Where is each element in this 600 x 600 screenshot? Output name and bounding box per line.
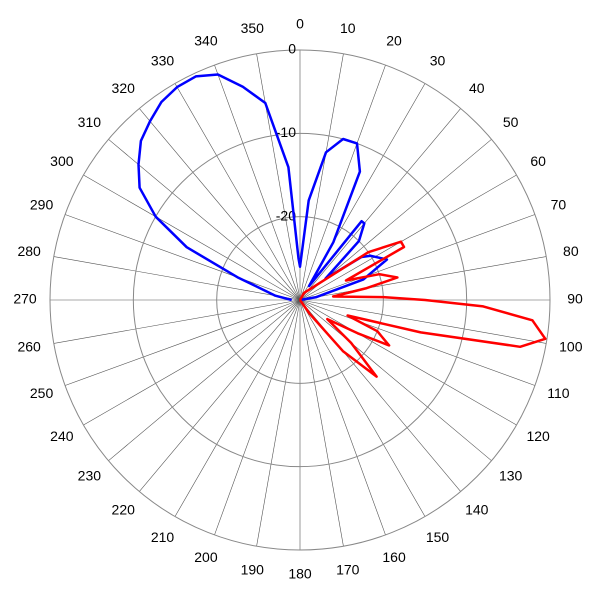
theta-tick-label: 220 xyxy=(112,501,136,517)
theta-tick-label: 90 xyxy=(567,291,583,307)
theta-tick-label: 280 xyxy=(17,243,41,259)
spoke xyxy=(108,299,301,461)
theta-tick-label: 10 xyxy=(340,20,356,36)
theta-tick-label: 240 xyxy=(50,428,74,444)
r-tick-label: 0 xyxy=(288,41,296,57)
theta-tick-label: 250 xyxy=(30,385,54,401)
spoke xyxy=(299,256,547,301)
spoke xyxy=(299,214,536,301)
spoke xyxy=(53,299,301,344)
spoke xyxy=(256,299,301,547)
theta-tick-label: 200 xyxy=(194,549,218,565)
spoke xyxy=(299,299,536,386)
spoke xyxy=(174,299,301,517)
theta-tick-label: 290 xyxy=(30,197,54,213)
theta-tick-label: 190 xyxy=(241,562,265,578)
spoke xyxy=(299,299,492,461)
theta-tick-label: 60 xyxy=(530,153,546,169)
theta-tick-label: 130 xyxy=(499,467,523,483)
spoke xyxy=(64,299,301,386)
spoke xyxy=(299,299,386,536)
theta-tick-label: 270 xyxy=(13,291,37,307)
spoke xyxy=(214,64,301,301)
spoke xyxy=(299,174,517,301)
theta-tick-label: 140 xyxy=(465,501,489,517)
theta-tick-label: 0 xyxy=(296,16,304,32)
theta-tick-label: 80 xyxy=(563,243,579,259)
theta-tick-label: 310 xyxy=(78,114,102,130)
theta-tick-label: 330 xyxy=(151,53,175,69)
theta-tick-label: 340 xyxy=(194,32,218,48)
spoke xyxy=(53,256,301,301)
theta-tick-label: 230 xyxy=(78,467,102,483)
spoke xyxy=(139,299,301,492)
spoke xyxy=(299,299,517,426)
spoke xyxy=(299,53,344,301)
spoke xyxy=(299,299,547,344)
theta-tick-label: 150 xyxy=(426,529,450,545)
theta-tick-label: 70 xyxy=(551,197,567,213)
ring xyxy=(132,132,468,468)
spoke xyxy=(256,53,301,301)
spoke xyxy=(299,299,344,547)
theta-tick-label: 300 xyxy=(50,153,74,169)
theta-tick-label: 180 xyxy=(288,566,312,582)
theta-tick-label: 210 xyxy=(151,529,175,545)
spoke xyxy=(83,174,301,301)
spoke xyxy=(83,299,301,426)
series-line xyxy=(137,73,389,302)
theta-tick-label: 260 xyxy=(17,338,41,354)
series-line xyxy=(298,240,547,378)
theta-tick-label: 110 xyxy=(547,385,570,401)
theta-tick-label: 50 xyxy=(503,114,519,130)
spoke xyxy=(214,299,301,536)
theta-tick-label: 30 xyxy=(430,53,446,69)
spoke xyxy=(108,139,301,301)
spoke xyxy=(299,108,461,301)
theta-tick-label: 350 xyxy=(241,20,265,36)
ring xyxy=(49,49,551,551)
ring xyxy=(216,216,384,384)
theta-tick-label: 20 xyxy=(386,32,402,48)
theta-tick-label: 320 xyxy=(112,80,136,96)
theta-tick-label: 160 xyxy=(382,549,406,565)
theta-tick-label: 100 xyxy=(559,338,583,354)
spoke xyxy=(299,299,426,517)
r-tick-label: -20 xyxy=(276,207,296,223)
spoke xyxy=(174,83,301,301)
spoke xyxy=(299,64,386,301)
spoke xyxy=(64,214,301,301)
theta-tick-label: 120 xyxy=(526,428,550,444)
spoke xyxy=(139,108,301,301)
theta-tick-label: 170 xyxy=(336,562,360,578)
r-tick-label: -10 xyxy=(276,124,296,140)
theta-tick-label: 40 xyxy=(469,80,485,96)
